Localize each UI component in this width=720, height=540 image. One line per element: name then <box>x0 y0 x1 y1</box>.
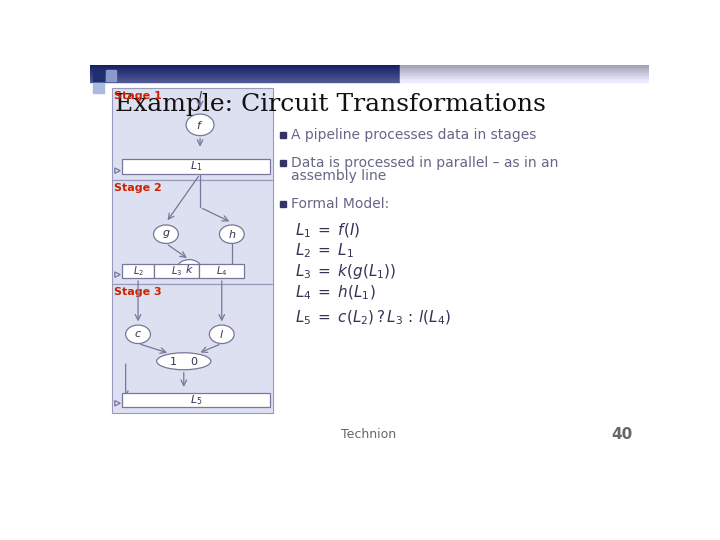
Ellipse shape <box>177 260 202 278</box>
Bar <box>280 160 286 166</box>
Ellipse shape <box>126 325 150 343</box>
Text: $c$: $c$ <box>134 329 142 339</box>
Text: Stage 2: Stage 2 <box>114 184 162 193</box>
Bar <box>280 201 286 207</box>
Bar <box>122 159 270 174</box>
Bar <box>199 264 244 278</box>
Bar <box>106 70 117 81</box>
Bar <box>93 70 104 81</box>
Bar <box>122 393 270 407</box>
Text: $h$: $h$ <box>228 228 236 240</box>
Text: assembly line: assembly line <box>291 170 386 184</box>
Text: $L_1 \;=\; f(I)$: $L_1 \;=\; f(I)$ <box>295 221 361 240</box>
Text: $l$: $l$ <box>219 328 224 340</box>
Text: $L_5$: $L_5$ <box>189 393 202 407</box>
Text: $1$: $1$ <box>169 355 177 367</box>
Text: $L_1$: $L_1$ <box>189 159 202 173</box>
Text: $f$: $f$ <box>197 119 204 131</box>
Bar <box>280 132 286 138</box>
Bar <box>122 264 154 278</box>
Bar <box>154 264 199 278</box>
Text: 40: 40 <box>611 427 632 442</box>
Text: A pipeline processes data in stages: A pipeline processes data in stages <box>291 128 536 142</box>
Text: $L_4 \;=\; h(L_1)$: $L_4 \;=\; h(L_1)$ <box>295 284 376 302</box>
Ellipse shape <box>186 114 214 136</box>
Text: $0$: $0$ <box>191 355 199 367</box>
Bar <box>112 88 273 180</box>
Text: Stage 3: Stage 3 <box>114 287 162 298</box>
Bar <box>112 180 273 284</box>
Text: $L_2$: $L_2$ <box>132 264 143 278</box>
Ellipse shape <box>210 325 234 343</box>
Text: Technion: Technion <box>341 428 397 441</box>
Ellipse shape <box>157 353 211 370</box>
Text: Example: Circuit Transformations: Example: Circuit Transformations <box>114 93 546 116</box>
Text: $L_3 \;=\; k(g(L_1))$: $L_3 \;=\; k(g(L_1))$ <box>295 262 397 281</box>
Text: $L_2 \;=\; L_1$: $L_2 \;=\; L_1$ <box>295 242 354 260</box>
Ellipse shape <box>153 225 179 244</box>
Text: Formal Model:: Formal Model: <box>291 197 389 211</box>
Text: $L_3$: $L_3$ <box>171 264 182 278</box>
Text: Stage 1: Stage 1 <box>114 91 162 101</box>
Ellipse shape <box>220 225 244 244</box>
Bar <box>112 284 273 413</box>
Text: $L_5 \;=\; c(L_2)\,?\,L_3\,:\,l(L_4)$: $L_5 \;=\; c(L_2)\,?\,L_3\,:\,l(L_4)$ <box>295 308 451 327</box>
Text: $L_4$: $L_4$ <box>216 264 228 278</box>
Text: Data is processed in parallel – as in an: Data is processed in parallel – as in an <box>291 157 558 170</box>
Text: $I$: $I$ <box>197 90 202 102</box>
Text: $k$: $k$ <box>185 263 194 275</box>
Text: $g$: $g$ <box>161 228 170 240</box>
Bar <box>93 83 104 93</box>
